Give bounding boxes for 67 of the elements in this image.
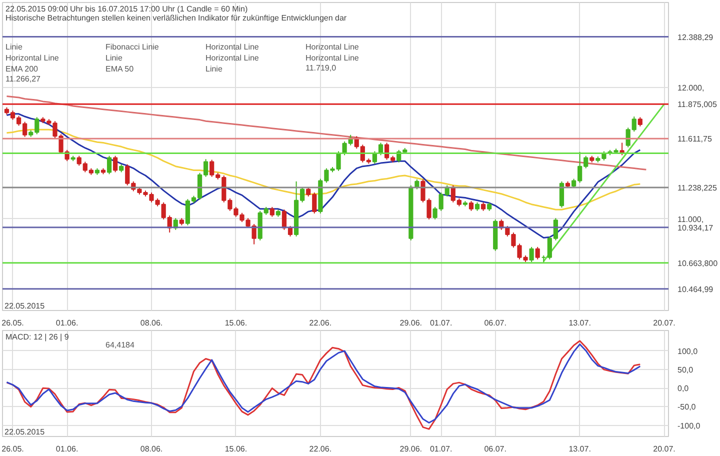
x-tick-label: 26.05. (2, 318, 24, 328)
y-tick-label: 12.000, (678, 84, 704, 93)
x-tick-label: 01.07. (430, 318, 452, 328)
annotation: Horizontal Line (206, 54, 260, 62)
candlestick (529, 246, 534, 263)
x-axis-title: 22.05.2015 (4, 428, 46, 436)
x-tick-label: 01.06. (56, 318, 78, 328)
ref-line-label: 11.238,225 (678, 184, 718, 193)
annotation: Horizontal Line (206, 42, 260, 52)
annotation: Linie (6, 42, 23, 52)
annotation: Horizontal Line (306, 54, 360, 62)
annotation: Fibonacci Linie (106, 42, 160, 52)
annotation: 64,4184 (106, 340, 135, 350)
x-tick-label: 29.06. (400, 444, 422, 454)
ref-line-label: 11.875,005 (678, 100, 718, 110)
annotation: EMA 200 (6, 64, 39, 74)
x-tick-label: 01.06. (56, 444, 78, 454)
x-tick-label: 01.07. (430, 444, 452, 454)
candlestick (535, 246, 540, 260)
ref-line-label: 11.611,75 (678, 134, 712, 144)
candlestick (113, 155, 118, 173)
line-series (6, 128, 641, 210)
candlestick (288, 225, 293, 237)
candlestick (638, 116, 642, 127)
y-tick-label: -100,0 (678, 421, 701, 430)
x-tick-label: 20.07. (653, 318, 676, 328)
y-tick-label: -50,0 (678, 402, 696, 412)
x-tick-label: 08.06. (140, 318, 163, 328)
x-tick-label: 29.06. (400, 318, 422, 328)
candlestick (106, 155, 112, 175)
line-series (6, 95, 647, 170)
annotation: 11.266,27 (6, 74, 42, 84)
x-tick-label: 13.07. (568, 444, 591, 454)
x-tick-label: 20.07. (653, 444, 676, 454)
ref-line-label: 10.934,17 (678, 223, 714, 232)
x-tick-label: 22.06. (309, 318, 332, 328)
x-tick-label: 13.07. (568, 318, 591, 328)
y-tick-label: 0,0 (678, 384, 690, 394)
ref-line-label: 10.464,99 (678, 284, 714, 294)
text: Historische Betrachtungen stellen keinen verläßlichen Indikator für zukünftige Entwicklungen dar (6, 14, 347, 22)
candlestick (414, 178, 420, 190)
annotation: EMA 50 (106, 64, 134, 74)
x-tick-label: 15.06. (224, 318, 248, 328)
annotation: 11.719,0 (306, 64, 337, 72)
x-tick-label: 08.06. (140, 444, 163, 454)
ref-line-label: 10.663,800 (678, 258, 718, 268)
x-tick-label: 15.06. (224, 444, 248, 454)
x-tick-label: 22.06. (309, 444, 332, 454)
y-tick-label: 50,0 (678, 366, 694, 375)
candlestick (270, 206, 274, 218)
chart-title: MACD: 12 | 26 | 9 (6, 332, 70, 342)
x-tick-label: 26.05. (2, 444, 24, 454)
candlestick (559, 180, 564, 208)
annotation: Horizontal Line (306, 42, 360, 52)
annotation: Horizontal Line (6, 54, 60, 62)
candlestick (468, 200, 474, 212)
annotation: Linie (206, 64, 223, 74)
y-tick-label: 11.000, (678, 214, 704, 224)
x-tick-label: 06.07. (484, 318, 506, 328)
ref-line-label: 12.388,29 (678, 32, 714, 42)
annotation: Linie (106, 54, 123, 62)
chart-title: 22.05.2015 09:00 Uhr bis 16.07.2015 17:00 Uhr (1 Candle = 60 Min) (6, 4, 248, 14)
x-axis-title: 22.05.2015 (4, 302, 46, 310)
y-tick-label: 100,0 (678, 346, 698, 356)
candlestick (282, 209, 287, 230)
x-tick-label: 06.07. (484, 444, 506, 454)
line-series (6, 113, 641, 239)
